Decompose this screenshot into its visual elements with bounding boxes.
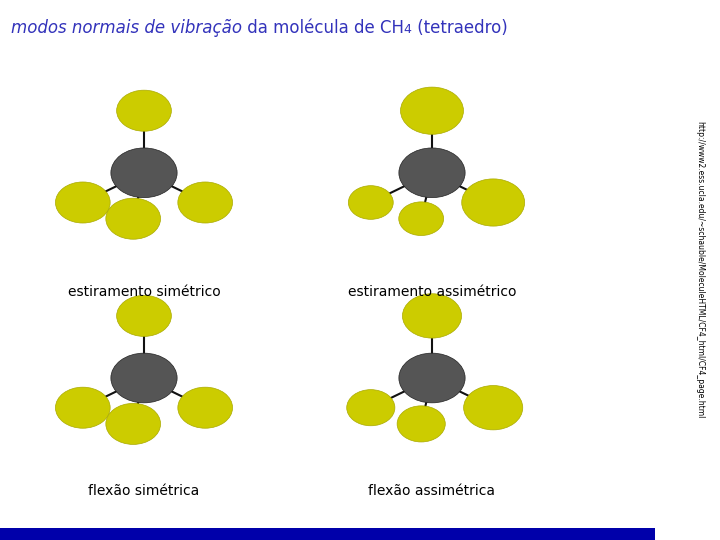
Circle shape [397, 406, 445, 442]
Circle shape [106, 198, 161, 239]
Circle shape [111, 353, 177, 403]
Text: 4: 4 [404, 23, 412, 36]
Circle shape [464, 386, 523, 430]
Circle shape [402, 294, 462, 338]
Text: modos normais de vibração: modos normais de vibração [11, 19, 242, 37]
Circle shape [462, 179, 525, 226]
Text: flexão assimétrica: flexão assimétrica [369, 484, 495, 498]
Circle shape [117, 90, 171, 131]
Circle shape [111, 148, 177, 198]
Circle shape [399, 202, 444, 235]
Text: (tetraedro): (tetraedro) [412, 19, 508, 37]
Circle shape [117, 295, 171, 336]
Circle shape [55, 387, 110, 428]
Bar [0, 528, 655, 540]
Text: estiramento simétrico: estiramento simétrico [68, 285, 220, 299]
Circle shape [347, 390, 395, 426]
Circle shape [399, 353, 465, 403]
Circle shape [178, 182, 233, 223]
Text: http://www2.ess.ucla.edu/~schauble/MoleculeHTML/CF4_html/CF4_page.html: http://www2.ess.ucla.edu/~schauble/Molec… [696, 122, 704, 418]
Circle shape [399, 148, 465, 198]
Text: da molécula de CH: da molécula de CH [242, 19, 404, 37]
Circle shape [55, 182, 110, 223]
Circle shape [348, 186, 393, 219]
Text: estiramento assimétrico: estiramento assimétrico [348, 285, 516, 299]
Circle shape [400, 87, 464, 134]
Circle shape [106, 403, 161, 444]
Circle shape [178, 387, 233, 428]
Text: flexão simétrica: flexão simétrica [89, 484, 199, 498]
